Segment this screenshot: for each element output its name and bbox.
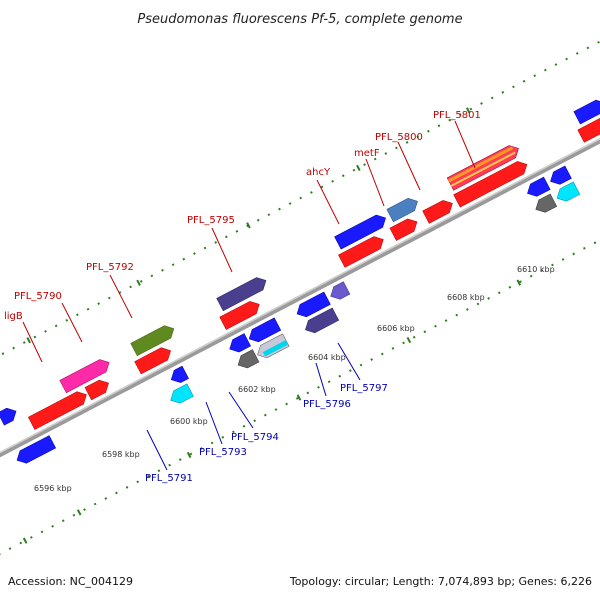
- gene-arrow: [219, 301, 260, 330]
- upper-ruler-line: [0, 8, 600, 400]
- gene-arrow: [170, 383, 194, 404]
- lower-ruler-line: [0, 164, 600, 556]
- gene-arrow: [550, 165, 572, 185]
- map-title: Pseudomonas fluorescens Pf-5, complete g…: [137, 12, 462, 27]
- tick-label: 6610 kbp: [517, 265, 555, 274]
- gene-arrow: [229, 333, 251, 353]
- gene-arrow: [248, 317, 282, 343]
- gene-label: PFL_5791: [145, 473, 193, 484]
- gene-arrow: [573, 99, 600, 125]
- gene-arrow: [305, 307, 340, 334]
- gene-label: ligB: [4, 311, 23, 322]
- gene-arrow: [422, 200, 453, 224]
- tick-label: 6600 kbp: [170, 417, 208, 426]
- gene-arrow: [27, 391, 87, 430]
- gene-arrow: [389, 218, 418, 241]
- gene-label: PFL_5795: [187, 215, 235, 226]
- lower-major-ticks: [22, 279, 522, 544]
- gene-label: PFL_5796: [303, 399, 351, 410]
- gene-arrow: [134, 347, 171, 375]
- gene-label: PFL_5801: [433, 110, 481, 121]
- gene-arrow: [386, 198, 418, 223]
- gene-arrow: [130, 325, 175, 357]
- gene-label: PFL_5800: [375, 132, 423, 143]
- gene-arrow: [334, 214, 386, 250]
- gene-arrow: [237, 349, 260, 369]
- gene-arrow: [535, 193, 558, 213]
- reverse-genes-outer: [170, 181, 581, 404]
- forward-genes-outer: [0, 99, 600, 426]
- gene-arrow: [296, 291, 331, 318]
- gene-arrow: [527, 176, 551, 197]
- accession-text: Accession: NC_004129: [8, 575, 133, 588]
- reverse-genes-inner: [16, 165, 572, 464]
- gene-label: ahcY: [306, 167, 331, 178]
- gene-arrow: [170, 365, 189, 383]
- tick-label: 6598 kbp: [102, 450, 140, 459]
- tick-label: 6606 kbp: [377, 324, 415, 333]
- gene-label: metF: [354, 148, 380, 159]
- gene-arrow: [216, 277, 267, 312]
- gene-arrow: [59, 359, 110, 394]
- gene-arrow: [0, 407, 17, 426]
- gene-label: PFL_5792: [86, 262, 134, 273]
- gene-arrow: [338, 236, 384, 268]
- forward-genes-inner: [27, 111, 600, 430]
- genome-summary-text: Topology: circular; Length: 7,074,893 bp…: [289, 575, 592, 588]
- gene-label: PFL_5797: [340, 383, 388, 394]
- tick-label: 6604 kbp: [308, 353, 346, 362]
- gene-arrow: [330, 281, 351, 300]
- genome-backbone: [0, 85, 600, 479]
- gene-arrow: [556, 181, 581, 202]
- gene-label: PFL_5793: [199, 447, 247, 458]
- tick-label: 6608 kbp: [447, 293, 485, 302]
- gene-label: PFL_5790: [14, 291, 62, 302]
- tick-label: 6602 kbp: [238, 385, 276, 394]
- tick-label: 6596 kbp: [34, 484, 72, 493]
- top-gene-labels: ligB PFL_5790 PFL_5792 PFL_5795 ahcY met…: [4, 110, 481, 363]
- upper-major-ticks: [26, 107, 471, 344]
- gene-arrow: [84, 379, 109, 401]
- gene-arrow: [16, 435, 57, 464]
- tick-labels: 6596 kbp 6598 kbp 6600 kbp 6602 kbp 6604…: [34, 265, 555, 493]
- bottom-gene-labels: PFL_5791 PFL_5793 PFL_5794 PFL_5796 PFL_…: [145, 342, 388, 484]
- gene-arrow: [577, 111, 600, 143]
- gene-label: PFL_5794: [231, 432, 279, 443]
- gene-arrow: [453, 161, 528, 208]
